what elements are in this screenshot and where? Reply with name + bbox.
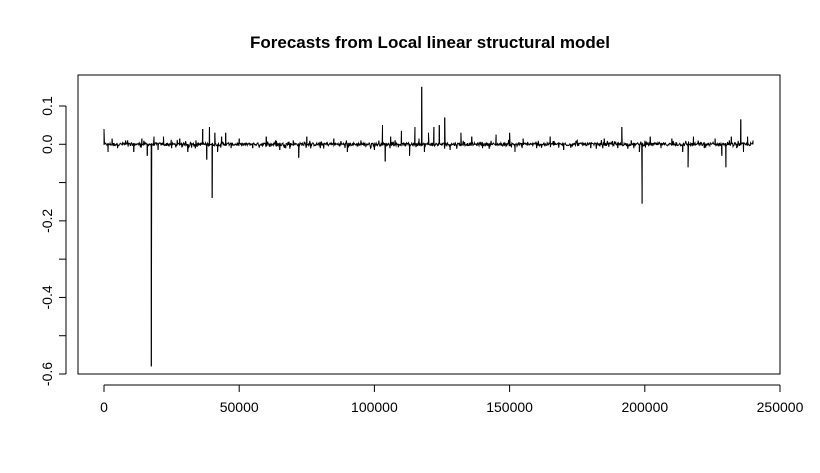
chart-title: Forecasts from Local linear structural m… bbox=[250, 33, 610, 52]
x-tick-label: 0 bbox=[100, 399, 108, 415]
data-series bbox=[103, 86, 754, 367]
x-tick-label: 200000 bbox=[621, 399, 668, 415]
series-line bbox=[103, 86, 754, 367]
x-tick-label: 100000 bbox=[351, 399, 398, 415]
x-tick-label: 150000 bbox=[486, 399, 533, 415]
y-tick-label: -0.6 bbox=[39, 362, 55, 386]
y-tick-label: -0.4 bbox=[39, 285, 55, 309]
axes: 0 50000 100000 150000 200000 250000 -0.6 -0.4 -0… bbox=[39, 96, 804, 415]
plot-frame bbox=[77, 74, 781, 375]
x-tick-label: 250000 bbox=[757, 399, 804, 415]
y-tick-label: 0.0 bbox=[39, 134, 55, 154]
x-tick-label: 50000 bbox=[220, 399, 259, 415]
y-tick-label: -0.2 bbox=[39, 209, 55, 233]
y-tick-label: 0.1 bbox=[39, 96, 55, 116]
